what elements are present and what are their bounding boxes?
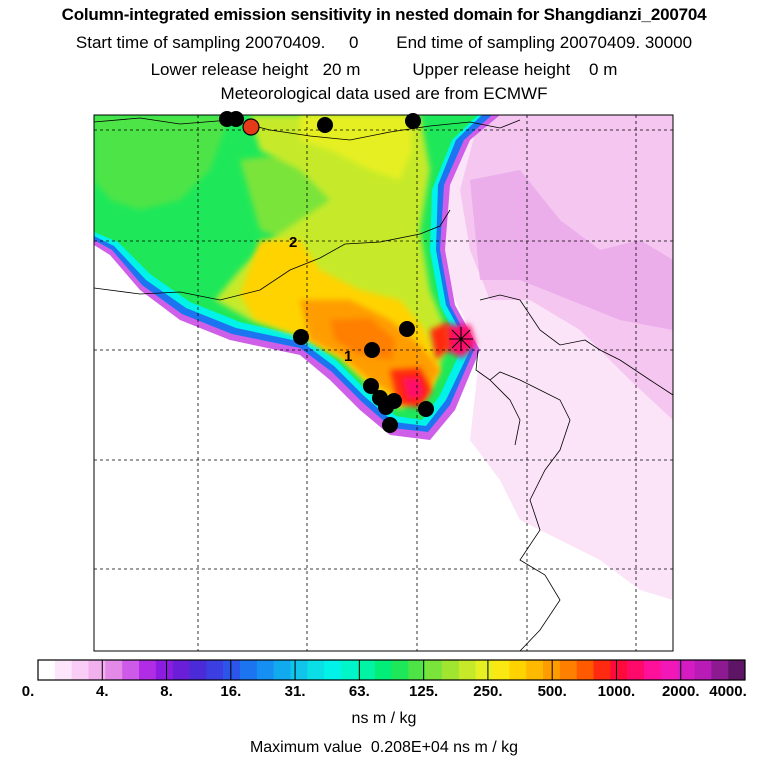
colorbar-swatch [425,660,443,680]
colorbar-swatch [290,660,308,680]
colorbar-swatch [475,660,493,680]
colorbar-swatch [71,660,89,680]
colorbar-label: 16. [220,683,242,700]
colorbar-swatch [644,660,662,680]
release-site-star [449,327,473,351]
site-marker-red [242,118,260,136]
colorbar-label: 1000. [597,683,636,700]
colorbar [37,659,746,681]
colorbar-swatch [627,660,645,680]
colorbar-swatch [324,660,342,680]
colorbar-swatch [694,660,712,680]
colorbar-swatch [307,660,325,680]
colorbar-label: 4. [96,683,109,700]
colorbar-swatch [256,660,274,680]
contour-label-1: 1 [344,348,352,365]
release-heights: Lower release height 20 m Upper release … [0,60,768,80]
location-dot [293,329,309,345]
colorbar-label: 31. [284,683,306,700]
colorbar-swatch [341,660,359,680]
maximum-value: Maximum value 0.208E+04 ns m / kg [249,739,519,756]
location-dot [364,342,380,358]
colorbar-swatch [543,660,561,680]
colorbar-label: 63. [348,683,370,700]
colorbar-swatch [711,660,729,680]
colorbar-swatch [526,660,544,680]
colorbar-swatch [660,660,678,680]
colorbar-swatch [38,660,56,680]
colorbar-swatch [357,660,375,680]
colorbar-swatch [408,660,426,680]
colorbar-swatch [88,660,106,680]
colorbar-swatch [610,660,628,680]
colorbar-label: 500. [537,683,567,700]
colorbar-swatch [442,660,460,680]
colorbar-swatch [206,660,224,680]
location-dot [363,378,379,394]
colorbar-swatch [189,660,207,680]
lat-lon-grid [94,115,673,651]
location-dot [378,399,394,415]
colorbar-label: 0. [21,683,35,700]
colorbar-swatch [593,660,611,680]
colorbar-swatch [728,660,746,680]
colorbar-swatch [576,660,594,680]
colorbar-swatch [509,660,527,680]
colorbar-swatch [559,660,577,680]
colorbar-swatch [122,660,140,680]
contour-label-2: 2 [289,234,297,251]
location-dot [399,321,415,337]
colorbar-swatch [54,660,72,680]
location-dot [228,111,244,127]
location-dot [382,417,398,433]
colorbar-swatch [240,660,258,680]
colorbar-swatch [492,660,510,680]
colorbar-swatch [139,660,157,680]
sampling-times: Start time of sampling 20070409. 0 End t… [0,33,768,53]
trajectory-points [219,111,434,433]
map-frame [93,114,674,652]
colorbar-swatch [458,660,476,680]
met-data-note: Meteorological data used are from ECMWF [220,84,548,103]
colorbar-swatch [155,660,173,680]
lower-release-height: Lower release height 20 m [150,60,361,79]
sensitivity-field [94,115,673,651]
colorbar-swatch [172,660,190,680]
colorbar-swatch [391,660,409,680]
colorbar-swatch [105,660,123,680]
colorbar-label: 125. [409,683,439,700]
colorbar-label: 8. [160,683,173,700]
colorbar-swatch [677,660,695,680]
upper-release-height: Upper release height 0 m [412,60,618,79]
colorbar-swatch [223,660,241,680]
location-dot [418,401,434,417]
colorbar-label: 2000. [661,683,700,700]
end-time: End time of sampling 20070409. 30000 [396,33,693,52]
colorbar-swatch [374,660,392,680]
colorbar-border [37,659,746,681]
location-dot [317,117,333,133]
colorbar-label: 4000. [709,683,747,700]
colorbar-unit: ns m / kg [351,710,417,727]
start-time: Start time of sampling 20070409. 0 [75,33,359,52]
map-title: Column-integrated emission sensitivity i… [61,5,707,24]
colorbar-swatch [273,660,291,680]
coastlines [94,117,673,651]
colorbar-label: 250. [473,683,503,700]
location-dot [405,113,421,129]
